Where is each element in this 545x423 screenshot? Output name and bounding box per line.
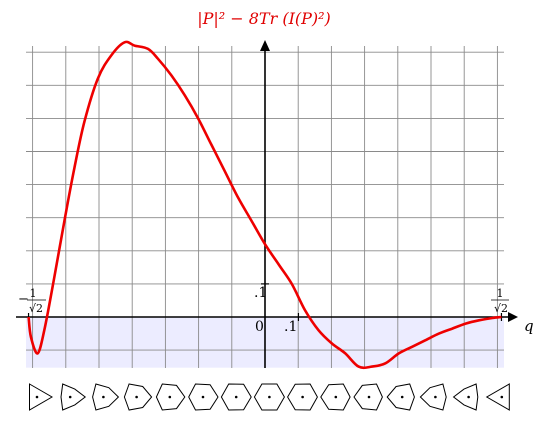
x-axis-label: q [524, 317, 534, 335]
center-dot-icon [201, 395, 205, 399]
center-dot-icon [268, 395, 271, 399]
polygon-with-dot-icon [353, 383, 383, 411]
y-tick-label-point-one: .1 [254, 285, 267, 301]
polygon-with-dot-icon [92, 383, 120, 411]
x-tick-label-left: − 1 √2 [18, 287, 46, 315]
center-dot-icon [467, 395, 470, 399]
polygon-with-dot-icon [253, 383, 285, 411]
polygon-with-dot-icon [29, 383, 53, 411]
polygon-with-dot-icon [287, 383, 318, 411]
x-tick-label-right: 1 √2 [491, 287, 509, 315]
svg-text:−: − [18, 292, 29, 307]
x-axis-arrow-icon [508, 312, 518, 322]
center-dot-icon [301, 395, 304, 399]
center-dot-icon [334, 395, 338, 399]
svg-text:1: 1 [30, 287, 37, 300]
center-dot-icon [400, 395, 404, 399]
polygon-with-dot-icon [320, 383, 351, 411]
polygon-with-dot-icon [386, 383, 415, 411]
center-dot-icon [35, 395, 39, 399]
svg-text:√2: √2 [29, 302, 43, 315]
svg-text:1: 1 [497, 287, 504, 300]
polygon-with-dot-icon [123, 383, 153, 411]
shape-strip [29, 383, 510, 411]
polygon-with-dot-icon [419, 383, 447, 411]
origin-label: 0 [255, 319, 264, 335]
polygon-with-dot-icon [485, 383, 510, 411]
polygon-with-dot-icon [452, 383, 479, 411]
series-line [27, 40, 502, 370]
center-dot-icon [102, 395, 105, 399]
y-axis-arrow-icon [260, 40, 270, 51]
polygon-with-dot-icon [188, 383, 219, 411]
chart-title: |P|² − 8Tr (I(P)²) [197, 9, 331, 28]
center-dot-icon [434, 395, 437, 399]
svg-text:√2: √2 [494, 302, 508, 315]
center-dot-icon [367, 395, 371, 399]
x-tick-label-point-one: .1 [284, 319, 297, 335]
center-dot-icon [68, 395, 72, 399]
center-dot-icon [168, 395, 172, 399]
polygon-with-dot-icon [155, 383, 186, 411]
center-dot-icon [234, 395, 238, 399]
polygon-with-dot-icon [220, 383, 252, 411]
polygon-with-dot-icon [60, 383, 87, 411]
center-dot-icon [500, 395, 504, 399]
center-dot-icon [135, 395, 138, 399]
